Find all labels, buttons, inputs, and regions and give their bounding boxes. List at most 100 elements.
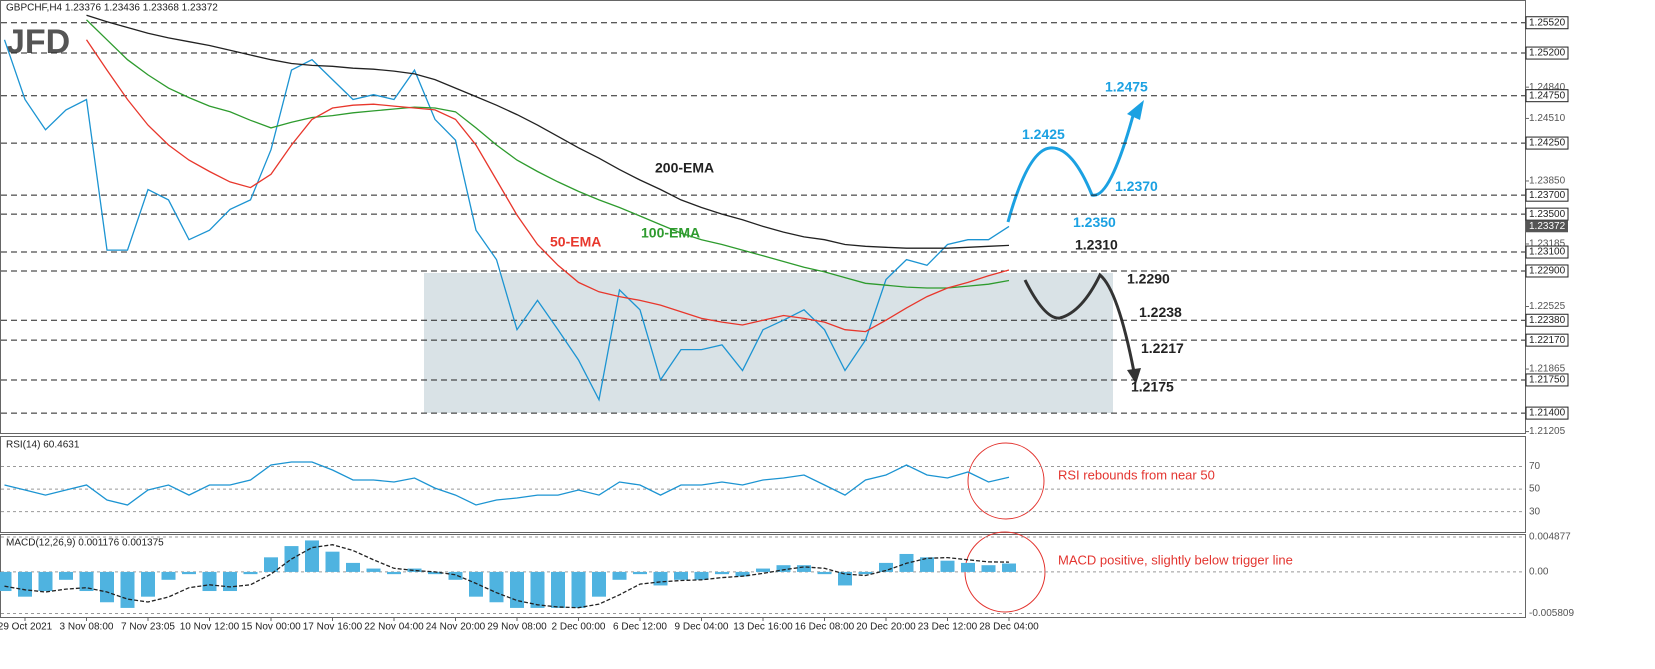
histogram-bar <box>387 571 401 575</box>
rsi-header: RSI(14) 60.4631 <box>6 440 80 451</box>
histogram-bar <box>981 565 996 572</box>
bearish-arrow <box>1127 368 1141 384</box>
level-label: 1.21750 <box>1529 375 1566 386</box>
level-label: 1.23100 <box>1529 247 1566 258</box>
scenario-label: 1.2290 <box>1127 271 1170 287</box>
x-tick-label: 17 Nov 16:00 <box>303 622 363 633</box>
level-box <box>1525 16 1569 30</box>
histogram-bar <box>817 571 832 575</box>
histogram-bar <box>120 571 135 608</box>
histogram-bar <box>182 571 196 575</box>
indicator-line <box>4 461 1010 506</box>
level-box <box>1525 188 1569 202</box>
histogram-bar <box>243 571 258 575</box>
x-tick-label: 9 Dec 04:00 <box>675 622 729 633</box>
ema-label: 200-EMA <box>655 160 714 176</box>
x-tick-label: 23 Dec 12:00 <box>918 622 978 633</box>
price-box <box>1526 220 1568 233</box>
histogram-bar <box>633 571 647 575</box>
rsi-note: RSI rebounds from near 50 <box>1058 467 1215 482</box>
level-box <box>1525 406 1569 420</box>
scenario-label: 1.2350 <box>1073 214 1116 230</box>
histogram-bar <box>202 571 217 592</box>
logo: JFD <box>6 23 70 61</box>
level-box <box>1525 333 1569 347</box>
histogram-bar <box>325 551 340 572</box>
scenario-label: 1.2425 <box>1022 126 1065 142</box>
histogram-bar <box>571 571 586 608</box>
bearish-path <box>1023 272 1136 373</box>
histogram-bar <box>448 571 463 580</box>
histogram-bar <box>59 571 73 580</box>
y-tick-label: 1.22525 <box>1529 301 1566 312</box>
level-box <box>1525 89 1569 103</box>
histogram-bar <box>940 560 955 572</box>
histogram-bar <box>592 571 606 597</box>
histogram-bar <box>346 562 360 572</box>
histogram-bar <box>530 571 545 608</box>
scenario-label: 1.2370 <box>1115 178 1158 194</box>
x-tick-label: 6 Dec 12:00 <box>613 622 667 633</box>
signal-line <box>4 544 1010 609</box>
price-line <box>86 14 1010 249</box>
rsi-panel <box>0 436 1526 533</box>
histogram-bar <box>0 571 12 592</box>
histogram-bar <box>366 568 381 572</box>
level-box <box>1525 245 1569 259</box>
bullish-path <box>1006 111 1136 223</box>
histogram-bar <box>510 571 524 608</box>
histogram-bar <box>469 571 483 597</box>
y-tick-label: 1.21205 <box>1529 426 1566 437</box>
histogram-bar <box>264 557 278 572</box>
histogram-bar <box>305 540 319 572</box>
price-line <box>85 39 1010 333</box>
scenario-label: 1.2217 <box>1141 340 1184 356</box>
price-label: 1.23372 <box>1529 221 1566 232</box>
histogram-bar <box>674 571 688 580</box>
scenario-label: 1.2310 <box>1075 237 1118 253</box>
y-tick-label: -0.005809 <box>1529 608 1574 619</box>
y-tick-label: 30 <box>1529 506 1541 517</box>
level-label: 1.21400 <box>1529 408 1566 419</box>
histogram-bar <box>920 557 934 572</box>
histogram-bar <box>407 568 422 572</box>
histogram-bar <box>489 571 504 603</box>
histogram-bar <box>161 571 176 580</box>
x-tick-label: 3 Nov 08:00 <box>60 622 114 633</box>
histogram-bar <box>694 571 709 580</box>
histogram-bar <box>879 562 893 572</box>
price-line <box>3 39 1010 402</box>
histogram-bar <box>79 571 94 592</box>
histogram-bar <box>961 562 975 572</box>
level-box <box>1525 46 1569 60</box>
level-label: 1.22900 <box>1529 266 1566 277</box>
macd-note: MACD positive, slightly below trigger li… <box>1058 552 1293 567</box>
x-tick-label: 2 Dec 00:00 <box>552 622 606 633</box>
y-tick-label: 0.004877 <box>1529 532 1571 543</box>
histogram-bar <box>428 571 442 575</box>
level-box <box>1525 136 1569 150</box>
histogram-bar <box>1002 563 1016 572</box>
level-box <box>1525 264 1569 278</box>
range-box <box>424 273 1113 413</box>
level-label: 1.25520 <box>1529 17 1566 28</box>
histogram-bar <box>756 568 770 572</box>
histogram-bar <box>735 571 750 577</box>
symbol-header: GBPCHF,H4 1.23376 1.23436 1.23368 1.2337… <box>6 3 218 14</box>
x-tick-label: 29 Nov 08:00 <box>487 622 547 633</box>
histogram-bar <box>858 571 873 575</box>
rsi-circle <box>967 442 1045 520</box>
x-tick-label: 7 Nov 23:05 <box>121 622 175 633</box>
level-box <box>1525 313 1569 327</box>
level-label: 1.22380 <box>1529 315 1566 326</box>
x-tick-label: 20 Dec 20:00 <box>856 622 916 633</box>
level-label: 1.22170 <box>1529 335 1566 346</box>
histogram-bar <box>18 571 32 597</box>
histogram-bar <box>715 571 729 575</box>
y-tick-label: 0.00 <box>1529 567 1549 578</box>
histogram-bar <box>776 565 791 572</box>
x-tick-label: 10 Nov 12:00 <box>180 622 240 633</box>
x-tick-label: 22 Nov 04:00 <box>364 622 424 633</box>
ema-label: 50-EMA <box>550 234 601 250</box>
